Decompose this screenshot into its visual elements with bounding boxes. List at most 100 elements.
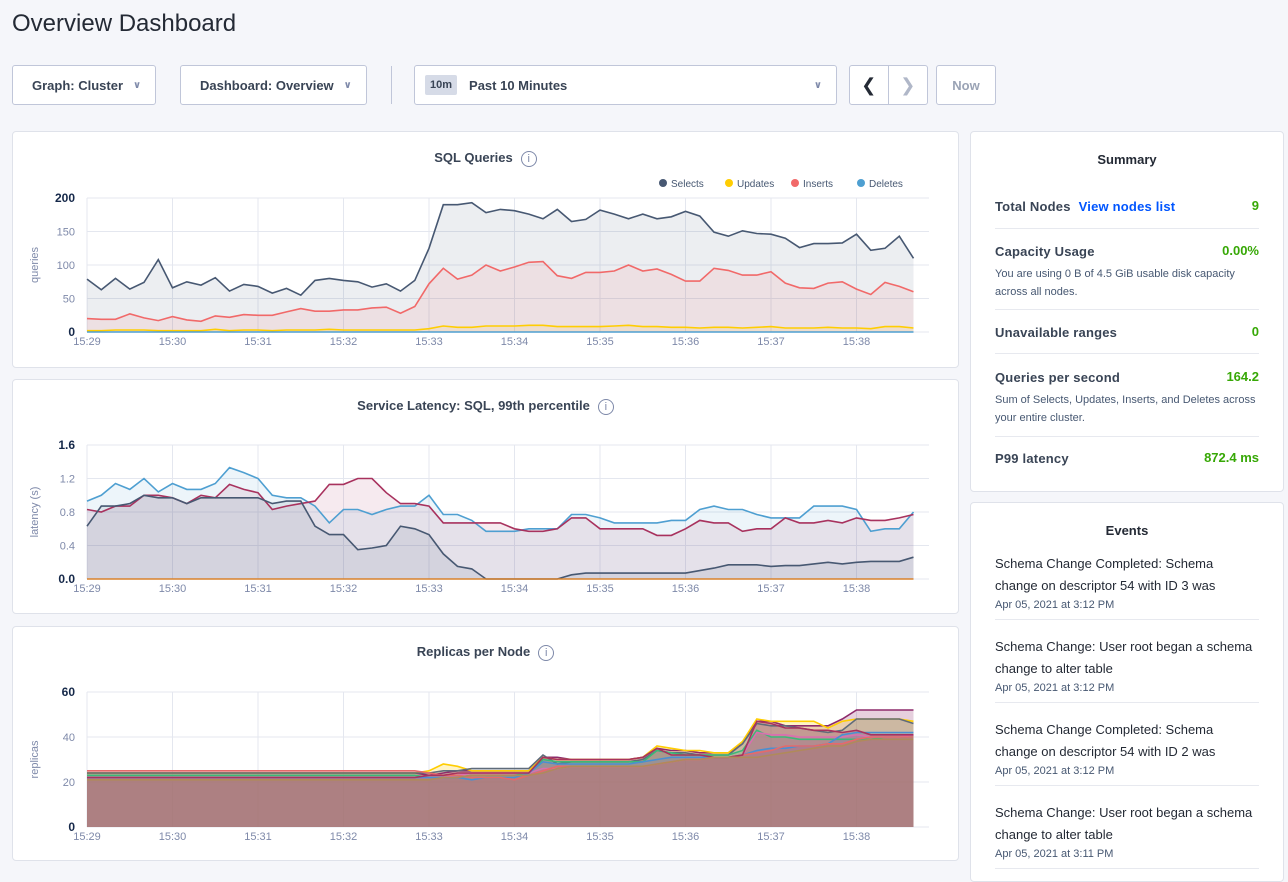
event-item[interactable]: Schema Change: User root began a schema … bbox=[995, 802, 1259, 869]
x-tick-label: 15:31 bbox=[244, 336, 272, 348]
event-date: Apr 05, 2021 at 3:12 PM bbox=[995, 765, 1115, 777]
capacity-label: Capacity Usage bbox=[995, 244, 1095, 259]
series-area bbox=[87, 495, 914, 579]
series-line-updates bbox=[87, 324, 914, 332]
legend-label: Deletes bbox=[869, 179, 903, 190]
p99-label: P99 latency bbox=[995, 451, 1069, 466]
y-axis-label: latency (s) bbox=[29, 487, 41, 538]
x-tick-label: 15:36 bbox=[672, 583, 700, 595]
series-line-1 bbox=[86, 477, 914, 537]
series-area bbox=[87, 737, 914, 827]
y-tick-label: 0.0 bbox=[58, 572, 75, 586]
qps-label: Queries per second bbox=[995, 370, 1120, 385]
qps-value: 164.2 bbox=[1226, 369, 1259, 384]
capacity-desc: You are using 0 B of 4.5 GiB usable disk… bbox=[995, 268, 1235, 298]
summary-qps: Queries per second 164.2 Sum of Selects, U… bbox=[995, 369, 1259, 437]
y-tick-label: 0 bbox=[68, 820, 75, 834]
series-line-8 bbox=[87, 738, 914, 781]
legend-dot bbox=[791, 179, 799, 187]
summary-capacity: Capacity Usage 0.00% You are using 0 B of … bbox=[995, 243, 1259, 310]
dashboard-select-label: Dashboard: Overview bbox=[200, 77, 334, 93]
time-range-badge: 10m bbox=[425, 75, 458, 95]
series-line-0 bbox=[86, 466, 915, 533]
x-tick-label: 15:29 bbox=[73, 583, 101, 595]
summary-panel: Summary Total Nodes View nodes list 9 Capa… bbox=[970, 131, 1284, 492]
now-button[interactable]: Now bbox=[936, 65, 996, 105]
series-area bbox=[87, 721, 914, 827]
time-range-select[interactable]: 10m Past 10 Minutes ∨ bbox=[414, 65, 837, 105]
chevron-right-icon: ❯ bbox=[900, 74, 916, 95]
summary-total-nodes: Total Nodes View nodes list 9 bbox=[995, 198, 1259, 229]
unavailable-value: 0 bbox=[1251, 324, 1259, 339]
dashboard-select[interactable]: Dashboard: Overview ∨ bbox=[180, 65, 367, 105]
series-line-6 bbox=[87, 736, 914, 781]
chart-title: Service Latency: SQL, 99th percentile i bbox=[13, 398, 958, 415]
page-title: Overview Dashboard bbox=[12, 10, 237, 37]
service-latency-plot: 0.0 0.4 0.8 1.2 1.6 15:29 15:30 15:31 15:32 15:33… bbox=[29, 438, 929, 595]
x-tick-label: 15:32 bbox=[330, 336, 358, 348]
next-button[interactable]: ❯ bbox=[889, 66, 928, 104]
event-item[interactable]: Schema Change Completed: Schema change o… bbox=[995, 553, 1259, 620]
event-date: Apr 05, 2021 at 3:12 PM bbox=[995, 682, 1115, 694]
series-line-selects bbox=[86, 201, 915, 297]
summary-unavailable: Unavailable ranges 0 bbox=[995, 324, 1259, 354]
event-item[interactable]: Schema Change: User root began a schema … bbox=[995, 636, 1259, 703]
y-tick-label: 50 bbox=[63, 294, 75, 306]
x-tick-label: 15:33 bbox=[415, 583, 443, 595]
x-tick-label: 15:37 bbox=[757, 583, 785, 595]
series-area bbox=[87, 478, 914, 579]
series-area bbox=[87, 732, 914, 827]
total-nodes-value: 9 bbox=[1251, 198, 1259, 213]
x-tick-label: 15:29 bbox=[73, 831, 101, 843]
chevron-down-icon: ∨ bbox=[813, 79, 822, 91]
info-icon[interactable]: i bbox=[597, 398, 614, 415]
chevron-left-icon: ❮ bbox=[861, 74, 877, 95]
capacity-value: 0.00% bbox=[1222, 243, 1259, 258]
y-tick-label: 0.4 bbox=[60, 541, 75, 553]
y-tick-label: 1.2 bbox=[60, 474, 75, 486]
x-tick-label: 15:38 bbox=[843, 336, 871, 348]
chart-title: Replicas per Node i bbox=[13, 644, 958, 661]
previous-button[interactable]: ❮ bbox=[850, 66, 889, 104]
x-tick-label: 15:36 bbox=[672, 336, 700, 348]
series-area bbox=[87, 202, 914, 332]
x-tick-label: 15:37 bbox=[757, 336, 785, 348]
legend-label: Selects bbox=[671, 179, 704, 190]
x-tick-label: 15:34 bbox=[501, 336, 529, 348]
sql-queries-chart: SQL Queries i 0 50 100 150 200 15:29 15:30 15:31… bbox=[12, 131, 959, 368]
y-tick-label: 60 bbox=[62, 685, 76, 699]
info-icon[interactable]: i bbox=[538, 644, 555, 661]
events-panel: Events Schema Change Completed: Schema c… bbox=[970, 502, 1284, 882]
y-tick-label: 0.8 bbox=[60, 507, 75, 519]
chart-title-text: Replicas per Node bbox=[416, 644, 531, 659]
view-nodes-link[interactable]: View nodes list bbox=[1078, 199, 1176, 214]
x-tick-label: 15:35 bbox=[586, 583, 614, 595]
time-range-label: Past 10 Minutes bbox=[469, 77, 568, 93]
graph-select-label: Graph: Cluster bbox=[32, 77, 124, 93]
service-latency-chart: Service Latency: SQL, 99th percentile i 0… bbox=[12, 379, 959, 614]
event-text: Schema Change: User root began a schema … bbox=[995, 639, 1253, 676]
replicas-per-node-chart: Replicas per Node i 0 20 40 60 15:29 15:30 15:3… bbox=[12, 626, 959, 861]
info-icon[interactable]: i bbox=[520, 150, 537, 167]
event-text: Schema Change Completed: Schema change o… bbox=[995, 556, 1216, 593]
chart-title-text: SQL Queries bbox=[434, 150, 513, 165]
x-tick-label: 15:38 bbox=[843, 583, 871, 595]
sql-queries-plot: 0 50 100 150 200 15:29 15:30 15:31 15:32 15:33 15:… bbox=[29, 179, 929, 348]
series-area bbox=[87, 732, 914, 827]
y-tick-label: 100 bbox=[57, 260, 75, 272]
y-axis-label: replicas bbox=[29, 740, 41, 778]
event-text: Schema Change Completed: Schema change o… bbox=[995, 722, 1216, 759]
x-tick-label: 15:34 bbox=[501, 831, 529, 843]
event-item[interactable]: Schema Change Completed: Schema change o… bbox=[995, 719, 1259, 786]
x-tick-label: 15:34 bbox=[501, 583, 529, 595]
chevron-down-icon: ∨ bbox=[133, 79, 142, 91]
y-tick-label: 150 bbox=[57, 227, 75, 239]
graph-select[interactable]: Graph: Cluster ∨ bbox=[12, 65, 156, 105]
legend-dot bbox=[857, 179, 865, 187]
time-nav: ❮ ❯ bbox=[849, 65, 928, 105]
y-tick-label: 20 bbox=[63, 777, 75, 789]
x-tick-label: 15:29 bbox=[73, 336, 101, 348]
series-area bbox=[87, 739, 914, 827]
x-tick-label: 15:30 bbox=[159, 583, 187, 595]
chevron-down-icon: ∨ bbox=[343, 79, 352, 91]
